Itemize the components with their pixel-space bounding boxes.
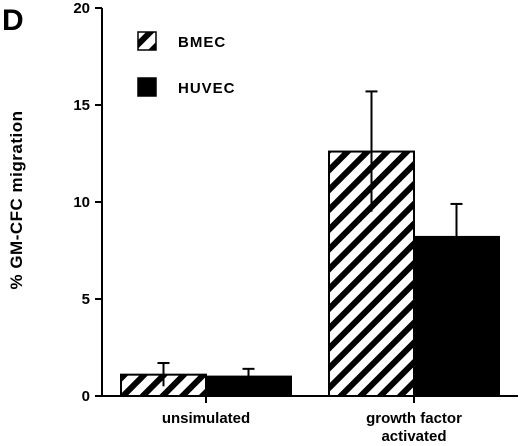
legend-swatch-huvec	[137, 77, 157, 97]
y-tick-label: 5	[82, 291, 90, 308]
legend-label-huvec: HUVEC	[178, 80, 236, 97]
bar-bmec	[328, 150, 415, 397]
y-tick-label: 15	[73, 97, 90, 114]
panel-letter: D	[2, 4, 24, 37]
y-tick-label: 0	[82, 388, 90, 405]
bar-huvec	[205, 375, 292, 398]
error-bar	[365, 90, 378, 212]
x-tick-label: activated	[381, 428, 446, 445]
y-axis-title: % GM-CFC migration	[7, 111, 26, 290]
legend-label-bmec: BMEC	[178, 34, 226, 51]
error-bar	[242, 367, 255, 377]
y-axis: 0 5 10 15 20	[73, 0, 103, 405]
bars	[120, 90, 500, 398]
x-tick-label: unsimulated	[162, 410, 250, 427]
bar-huvec	[413, 235, 500, 397]
legend: BMEC HUVEC	[137, 31, 236, 97]
error-bar	[450, 202, 463, 237]
legend-swatch-bmec	[137, 31, 157, 51]
y-tick-label: 10	[73, 194, 90, 211]
y-tick-label: 20	[73, 0, 90, 17]
error-bar	[157, 362, 170, 387]
x-tick-label: growth factor	[366, 410, 462, 427]
